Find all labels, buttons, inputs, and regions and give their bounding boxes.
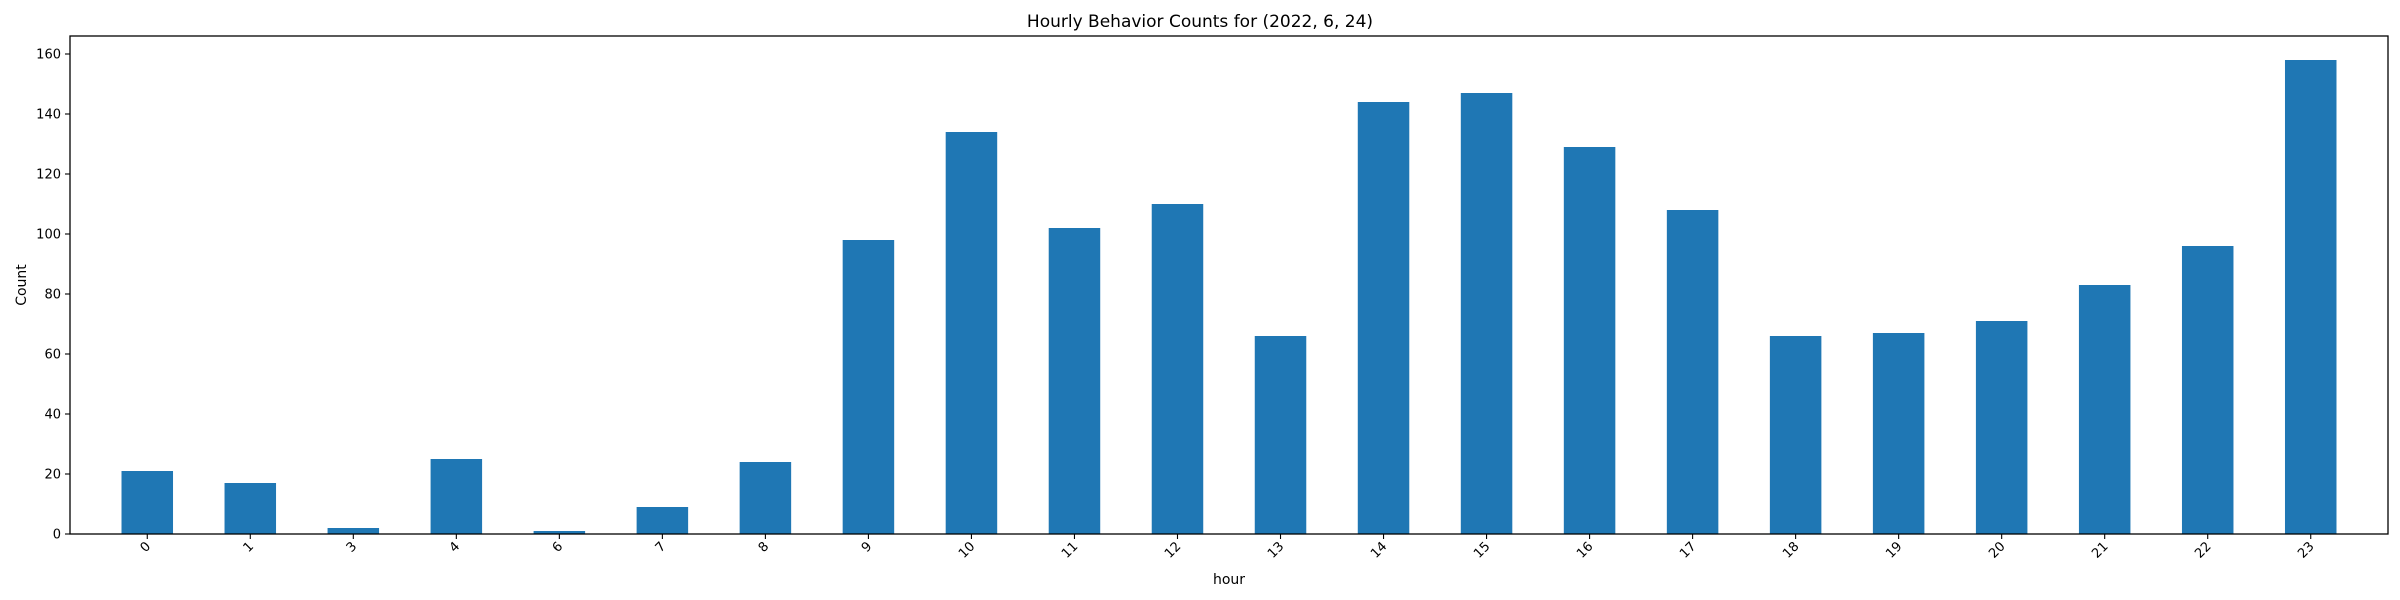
x-tick-label-20: 20 [1986, 539, 2008, 561]
x-tick-label-15: 15 [1471, 539, 1493, 561]
bar-hour-11 [1048, 228, 1101, 534]
x-tick-label-0: 0 [138, 539, 154, 555]
x-tick-label-17: 17 [1677, 539, 1699, 561]
bar-hour-0 [121, 471, 174, 534]
y-axis-label: Count [14, 264, 30, 306]
bar-hour-1 [224, 483, 277, 534]
bar-hour-18 [1769, 336, 1822, 534]
y-tick-label-160: 160 [36, 48, 61, 63]
bar-hour-19 [1872, 333, 1925, 534]
chart-title: Hourly Behavior Counts for (2022, 6, 24) [1027, 12, 1373, 32]
y-tick-label-120: 120 [36, 168, 61, 183]
x-tick-label-11: 11 [1059, 539, 1081, 561]
bar-hour-23 [2284, 60, 2337, 534]
x-tick-label-7: 7 [653, 539, 669, 555]
x-tick-label-22: 22 [2192, 539, 2214, 561]
bars-group [121, 60, 2337, 534]
bar-hour-15 [1460, 93, 1513, 534]
bar-hour-22 [2181, 246, 2234, 534]
bar-hour-12 [1151, 204, 1204, 534]
x-tick-label-16: 16 [1574, 539, 1596, 561]
y-tick-label-40: 40 [44, 408, 61, 423]
x-tick-label-18: 18 [1780, 539, 1802, 561]
y-tick-label-140: 140 [36, 108, 61, 123]
y-tick-label-20: 20 [44, 468, 61, 483]
bar-hour-21 [2078, 285, 2131, 534]
x-tick-label-14: 14 [1368, 539, 1390, 561]
y-axis: 0 20 40 60 80 100 120 140 160 [36, 48, 70, 543]
y-tick-label-0: 0 [53, 528, 61, 543]
x-tick-label-8: 8 [756, 539, 772, 555]
x-tick-label-10: 10 [956, 539, 978, 561]
bar-hour-14 [1357, 102, 1410, 534]
bar-hour-20 [1975, 321, 2028, 534]
x-tick-label-9: 9 [859, 539, 875, 555]
bar-hour-4 [430, 459, 483, 534]
x-tick-label-13: 13 [1265, 539, 1287, 561]
bar-hour-17 [1666, 210, 1719, 534]
y-tick-label-100: 100 [36, 228, 61, 243]
x-tick-label-12: 12 [1162, 539, 1184, 561]
plot-frame [69, 35, 2389, 535]
x-tick-label-1: 1 [241, 539, 257, 555]
y-tick-label-80: 80 [44, 288, 61, 303]
x-tick-label-23: 23 [2295, 539, 2317, 561]
x-tick-label-21: 21 [2089, 539, 2111, 561]
x-tick-label-4: 4 [447, 539, 463, 555]
bar-hour-7 [636, 507, 689, 534]
bar-hour-10 [945, 132, 998, 534]
x-axis-label: hour [1213, 572, 1245, 588]
bar-hour-9 [842, 240, 895, 534]
bar-hour-6 [533, 531, 586, 534]
x-axis: 0 1 3 4 6 7 8 9 10 11 12 13 14 15 16 17 18 19 20 21 22 23 [138, 534, 2318, 562]
y-tick-label-60: 60 [44, 348, 61, 363]
bar-hour-8 [739, 462, 792, 534]
bar-hour-13 [1254, 336, 1307, 534]
x-tick-label-6: 6 [550, 539, 566, 555]
x-tick-label-3: 3 [344, 539, 360, 555]
bar-hour-3 [327, 528, 380, 534]
x-tick-label-19: 19 [1883, 539, 1905, 561]
bar-hour-16 [1563, 147, 1616, 534]
